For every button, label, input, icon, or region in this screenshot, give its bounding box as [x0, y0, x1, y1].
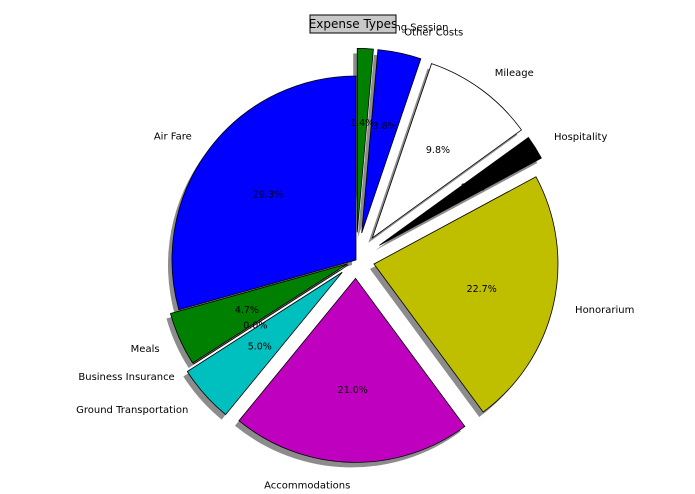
label-ground-transportation: Ground Transportation — [76, 405, 188, 416]
chart-title-text: Expense Types — [309, 17, 398, 31]
slice-business-insurance — [193, 264, 349, 365]
slice-other-costs — [361, 49, 422, 234]
slice-accommodations — [238, 277, 466, 463]
pct-mileage: 9.8% — [426, 145, 450, 156]
label-working-session: Working Session — [366, 23, 448, 34]
label-accommodations: Accommodations — [264, 480, 350, 491]
pct-meals: 4.7% — [235, 305, 259, 316]
pct-ground-transportation: 5.0% — [248, 342, 272, 353]
slice-air-fare — [171, 75, 357, 311]
slice-ground-transportation — [186, 271, 343, 416]
slice-meals — [169, 263, 348, 364]
pct-hospitality: 2.1% — [461, 183, 485, 194]
pie-wedges — [169, 48, 559, 463]
label-business-insurance: Business Insurance — [78, 372, 174, 383]
pct-other-costs: 3.8% — [372, 121, 396, 132]
pct-honorarium: 22.7% — [467, 284, 497, 295]
label-other-costs: Other Costs — [404, 27, 463, 38]
slice-mileage — [371, 63, 523, 239]
slice-hospitality — [379, 136, 542, 246]
slice-honorarium — [373, 176, 559, 413]
percentage-labels: 1.4%3.8% 9.8% 2.1% 22.7% 21.0% 5.0% 0.0% 4.7% 29… — [235, 118, 497, 396]
label-mileage: Mileage — [495, 68, 534, 79]
pct-air-fare: 29.3% — [253, 189, 283, 200]
pct-working-session: 1.4% — [350, 118, 374, 129]
slice-working-session — [356, 48, 374, 233]
pct-accommodations: 21.0% — [338, 385, 368, 396]
label-hospitality: Hospitality — [554, 132, 608, 143]
label-honorarium: Honorarium — [575, 305, 634, 316]
pct-business-insurance: 0.0% — [243, 321, 267, 332]
label-air-fare: Air Fare — [154, 132, 192, 143]
label-meals: Meals — [131, 344, 160, 355]
chart-title-box — [309, 14, 397, 34]
chart-title: Expense Types — [309, 14, 398, 34]
